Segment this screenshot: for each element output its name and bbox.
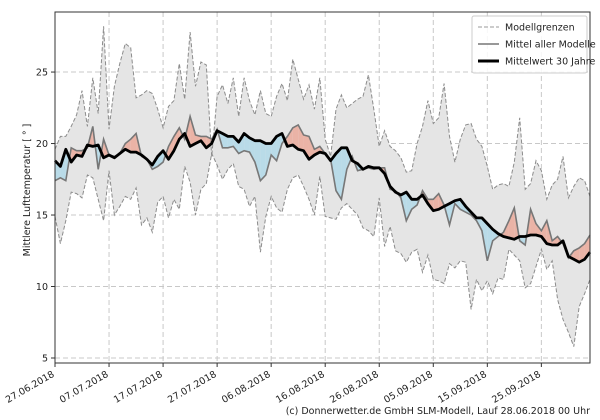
x-tick-label: 27.06.2018 — [4, 369, 57, 406]
x-tick-label: 05.09.2018 — [382, 369, 435, 406]
below-normal-fill — [249, 137, 255, 163]
above-normal-fill — [530, 209, 536, 236]
above-normal-fill — [292, 124, 299, 150]
above-normal-fill — [579, 243, 585, 263]
y-tick-label: 25 — [36, 68, 48, 79]
y-tick-label: 5 — [42, 353, 48, 364]
x-tick-label: 06.08.2018 — [220, 369, 273, 406]
below-normal-fill — [341, 147, 347, 200]
y-tick-label: 10 — [36, 282, 48, 293]
below-normal-fill — [487, 223, 493, 261]
x-tick-label: 07.07.2018 — [58, 369, 111, 406]
x-tick-label: 25.09.2018 — [490, 369, 543, 406]
above-normal-fill — [535, 223, 542, 237]
above-normal-fill — [508, 207, 515, 240]
below-normal-fill — [254, 140, 261, 181]
x-tick-label: 15.09.2018 — [436, 369, 489, 406]
plot-frame — [54, 11, 591, 364]
x-tick-label: 27.07.2018 — [166, 369, 219, 406]
above-normal-fill — [308, 136, 315, 160]
above-normal-fill — [298, 124, 304, 151]
series-lines — [53, 26, 592, 347]
footer-credit: (c) Donnerwetter.de GmbH SLM-Modell, Lau… — [286, 406, 590, 417]
legend-label: Modellgrenzen — [505, 23, 575, 34]
y-axis-label: Mittlere Lufttemperatur [ ° ] — [22, 124, 33, 257]
legend-label: Mittelwert 30 Jahre — [505, 57, 595, 68]
below-normal-fill — [238, 133, 245, 154]
below-normal-fill — [260, 140, 266, 181]
x-axis: 27.06.2018 07.07.2018 17.07.2018 27.07.2018… — [4, 363, 543, 406]
above-normal-fill — [168, 136, 174, 160]
below-normal-fill — [227, 136, 234, 148]
below-normal-fill — [336, 147, 342, 200]
model-range-band — [55, 26, 590, 347]
climate-mean-line — [53, 129, 592, 264]
above-normal-fill — [433, 193, 439, 211]
model-range-area — [55, 26, 590, 347]
above-normal-fill — [287, 127, 293, 147]
x-tick-label: 16.08.2018 — [274, 369, 327, 406]
legend-box — [471, 15, 588, 74]
upper-bound-line — [54, 26, 591, 202]
above-normal-fill — [303, 134, 309, 160]
legend: Modellgrenzen Mittel aller Modelle Mitte… — [471, 15, 596, 74]
lower-bound-line — [54, 151, 591, 347]
below-normal-fill — [519, 236, 526, 246]
x-tick-label: 17.07.2018 — [112, 369, 165, 406]
y-tick-label: 15 — [36, 211, 48, 222]
y-axis: 5 10 15 20 25 — [36, 68, 55, 364]
below-normal-fill — [411, 199, 418, 210]
y-tick-label: 20 — [36, 139, 48, 150]
x-tick-label: 26.08.2018 — [328, 369, 381, 406]
legend-label: Mittel aller Modelle — [505, 40, 596, 51]
